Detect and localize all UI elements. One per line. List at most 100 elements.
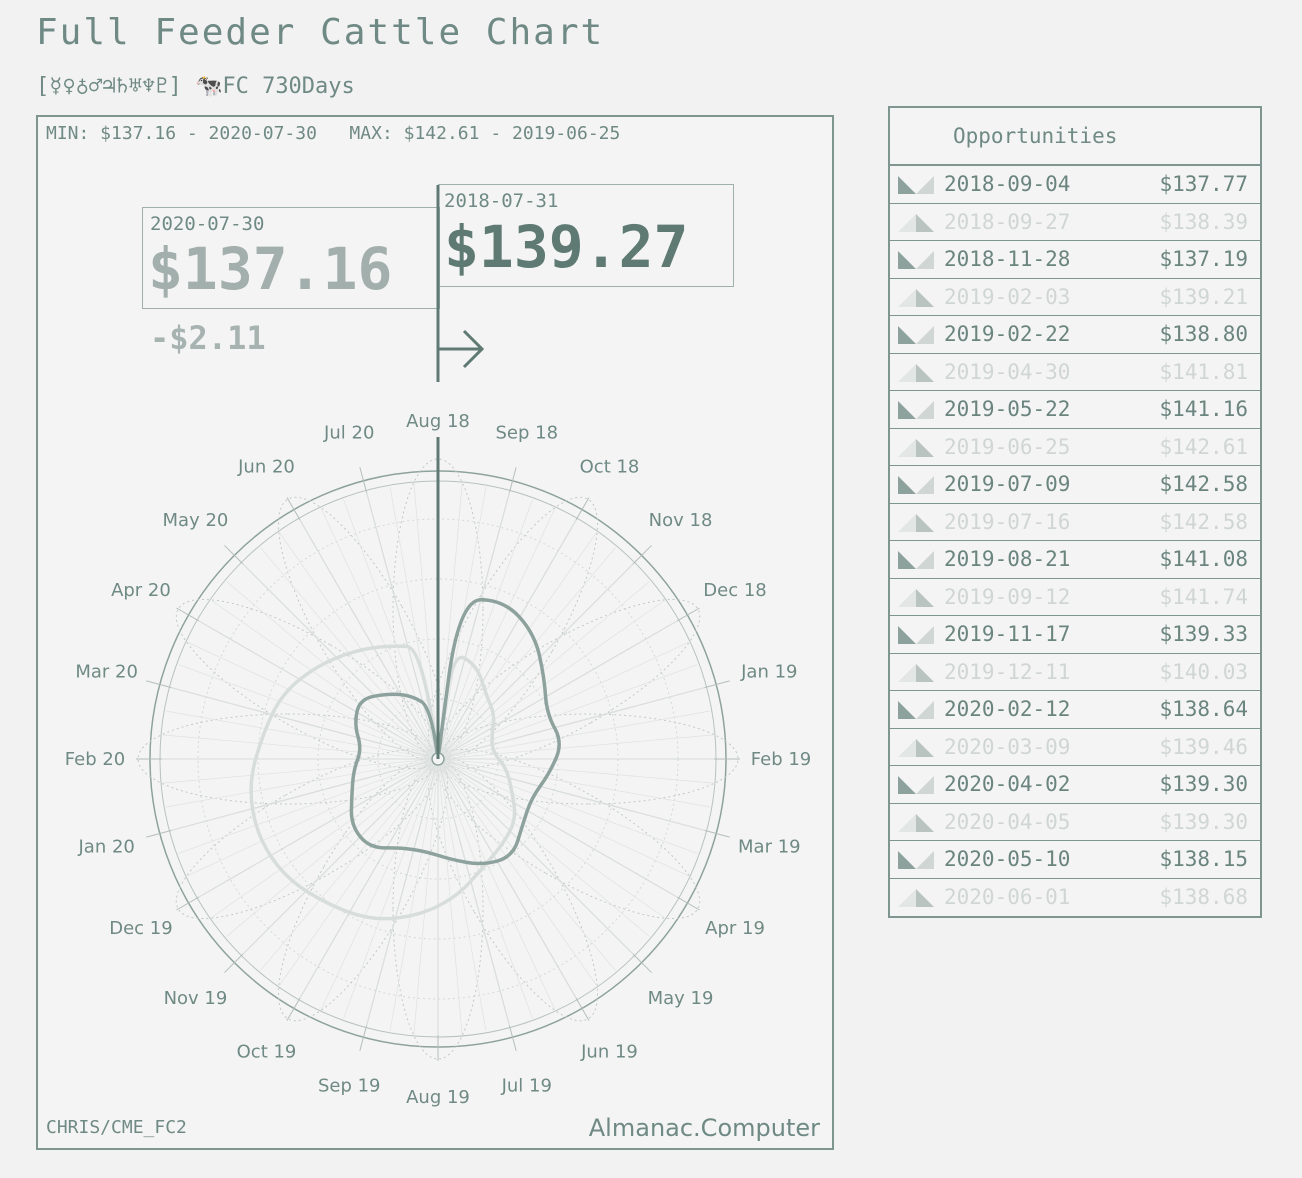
opportunity-row[interactable]: 2019-08-21 $141.08 [890, 541, 1260, 579]
opportunity-row[interactable]: 2019-06-25 $142.61 [890, 429, 1260, 466]
month-label: Sep 19 [318, 1075, 381, 1096]
fine-spoke [437, 499, 533, 760]
fine-spoke [320, 758, 439, 1010]
brand-logo: Almanac.Computer [588, 1114, 820, 1142]
opportunity-row[interactable]: 2020-02-12 $138.64 [890, 691, 1260, 729]
fine-spoke [171, 687, 439, 760]
month-label: Jul 19 [501, 1075, 552, 1096]
opportunity-row[interactable]: 2018-09-04 $137.77 [890, 166, 1260, 204]
opportunity-price: $139.33 [1159, 622, 1248, 646]
opportunity-date: 2020-05-10 [944, 847, 1071, 871]
opportunity-date: 2019-12-11 [944, 659, 1071, 684]
orbit-loop [277, 496, 449, 762]
opportunity-row[interactable]: 2019-07-16 $142.58 [890, 504, 1260, 541]
buy-signal-icon [898, 851, 934, 869]
fine-spoke [279, 758, 439, 986]
fine-spoke [366, 492, 439, 760]
sell-signal-icon [898, 213, 934, 232]
fine-spoke [279, 532, 439, 760]
fine-spoke [437, 508, 556, 760]
buy-signal-icon [898, 401, 934, 419]
opportunity-price: $137.77 [1159, 172, 1248, 196]
month-label: Feb 20 [65, 749, 126, 770]
fine-spoke [437, 758, 665, 918]
opportunities-title: Opportunities [890, 108, 1260, 166]
orbit-loop [392, 758, 484, 1060]
opportunity-date: 2019-08-21 [944, 547, 1071, 571]
opportunity-row[interactable]: 2019-12-11 $140.03 [890, 654, 1260, 691]
opportunity-row[interactable]: 2019-11-17 $139.33 [890, 616, 1260, 654]
opportunity-row[interactable]: 2020-04-02 $139.30 [890, 766, 1260, 804]
fine-spoke [211, 600, 439, 760]
month-label: Feb 19 [751, 749, 812, 770]
month-label: Dec 19 [109, 918, 172, 939]
opportunity-row[interactable]: 2019-04-30 $141.81 [890, 354, 1260, 391]
month-label: Nov 19 [164, 988, 228, 1009]
opportunity-row[interactable]: 2019-02-03 $139.21 [890, 279, 1260, 316]
sell-signal-icon [898, 663, 934, 682]
month-label: May 19 [648, 988, 714, 1009]
fine-spoke [198, 758, 439, 898]
buy-signal-icon [898, 476, 934, 494]
opportunity-row[interactable]: 2020-03-09 $139.46 [890, 729, 1260, 766]
opportunity-date: 2020-04-05 [944, 809, 1071, 834]
month-label: Mar 20 [75, 662, 138, 683]
fine-spoke [166, 710, 439, 760]
opportunity-row[interactable]: 2018-11-28 $137.19 [890, 241, 1260, 279]
fine-spoke [187, 758, 439, 877]
month-label: Jun 19 [580, 1042, 638, 1063]
opportunity-price: $141.16 [1159, 397, 1248, 421]
opportunity-row[interactable]: 2018-09-27 $138.39 [890, 204, 1260, 241]
fine-spoke [163, 734, 439, 760]
opportunity-row[interactable]: 2020-06-01 $138.68 [890, 879, 1260, 917]
start-date: 2018-07-31 [444, 190, 559, 212]
sell-signal-icon [898, 513, 934, 532]
month-label: Aug 19 [406, 1087, 470, 1108]
fine-spoke [437, 600, 665, 760]
orbit-loop [392, 458, 484, 760]
opportunity-price: $139.30 [1159, 772, 1248, 796]
opportunity-row[interactable]: 2020-05-10 $138.15 [890, 841, 1260, 879]
opportunity-date: 2019-02-22 [944, 322, 1071, 346]
opportunity-price: $141.81 [1159, 359, 1248, 384]
fine-spoke [437, 734, 713, 760]
fine-spoke [166, 758, 439, 808]
fine-spoke [437, 758, 713, 784]
fine-spoke [178, 758, 439, 854]
opportunity-row[interactable]: 2020-04-05 $139.30 [890, 804, 1260, 841]
fine-spoke [413, 758, 439, 1034]
opportunity-date: 2018-09-04 [944, 172, 1071, 196]
fine-spoke [437, 492, 510, 760]
opportunity-row[interactable]: 2019-07-09 $142.58 [890, 466, 1260, 504]
opportunities-list: 2018-09-04 $137.77 2018-09-27 $138.39 2018-1… [890, 166, 1260, 916]
month-label: Aug 18 [406, 411, 470, 432]
opportunity-price: $138.68 [1159, 884, 1248, 909]
orbit-loop [277, 756, 449, 1022]
buy-signal-icon [898, 551, 934, 569]
fine-spoke [437, 620, 678, 760]
fine-spoke [437, 563, 634, 760]
orbit-loop [427, 496, 599, 762]
opportunity-price: $141.08 [1159, 547, 1248, 571]
fine-spoke [437, 758, 487, 1031]
fine-spoke [437, 547, 616, 760]
fine-spoke [437, 641, 689, 760]
opportunity-row[interactable]: 2019-02-22 $138.80 [890, 316, 1260, 354]
fine-spoke [178, 664, 439, 760]
start-price: $139.27 [444, 213, 689, 281]
sell-signal-icon [898, 438, 934, 457]
opportunity-row[interactable]: 2019-05-22 $141.16 [890, 391, 1260, 429]
direction-arrow-icon [438, 329, 485, 369]
month-label: Oct 18 [580, 456, 640, 477]
orbit-loop [437, 713, 739, 805]
opportunity-date: 2018-09-27 [944, 209, 1071, 234]
buy-signal-icon [898, 626, 934, 644]
fine-spoke [437, 758, 705, 831]
sell-signal-icon [898, 813, 934, 832]
fine-spoke [437, 758, 616, 971]
fine-spoke [226, 758, 439, 937]
opportunity-price: $142.58 [1159, 509, 1248, 534]
opportunity-row[interactable]: 2019-09-12 $141.74 [890, 579, 1260, 616]
fine-spoke [437, 758, 678, 898]
month-label: Jan 20 [77, 836, 134, 857]
